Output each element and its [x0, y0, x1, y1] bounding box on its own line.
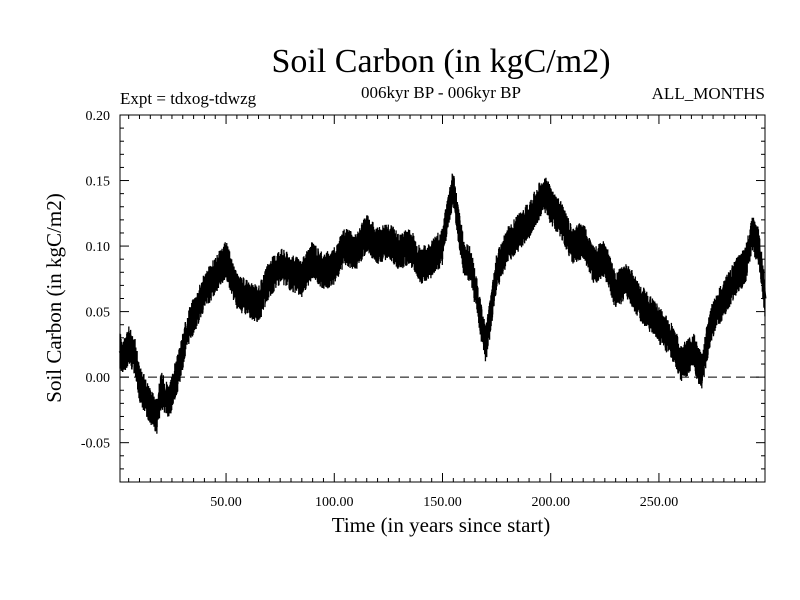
- tick-labels: 50.00 100.00 150.00 200.00 250.00 -0.05 0.00 0.…: [81, 109, 678, 510]
- series-band: [119, 173, 766, 434]
- y-tick-label: 0.20: [86, 109, 111, 124]
- experiment-label: Expt = tdxog-tdwzg: [120, 89, 257, 108]
- plot-area: [118, 114, 767, 483]
- x-tick-label: 250.00: [640, 495, 679, 510]
- x-tick-label: 150.00: [423, 495, 462, 510]
- x-tick-label: 200.00: [531, 495, 570, 510]
- y-axis-label: Soil Carbon (in kgC/m2): [42, 193, 66, 402]
- series-line: [118, 186, 767, 421]
- y-tick-label: 0.15: [86, 175, 111, 190]
- y-tick-label: 0.10: [86, 240, 111, 255]
- y-tick-label: 0.05: [86, 306, 111, 321]
- plot-frame: [119, 114, 766, 483]
- x-tick-label: 100.00: [315, 495, 354, 510]
- y-tick-label: 0.00: [86, 371, 111, 386]
- y-tick-label: -0.05: [81, 437, 110, 452]
- x-tick-label: 50.00: [210, 495, 242, 510]
- x-axis-label: Time (in years since start): [332, 513, 551, 537]
- chart-title: Soil Carbon (in kgC/m2): [271, 43, 610, 80]
- period-label: 006kyr BP - 006kyr BP: [361, 83, 521, 102]
- months-label: ALL_MONTHS: [652, 84, 765, 103]
- axis-ticks: [120, 114, 765, 483]
